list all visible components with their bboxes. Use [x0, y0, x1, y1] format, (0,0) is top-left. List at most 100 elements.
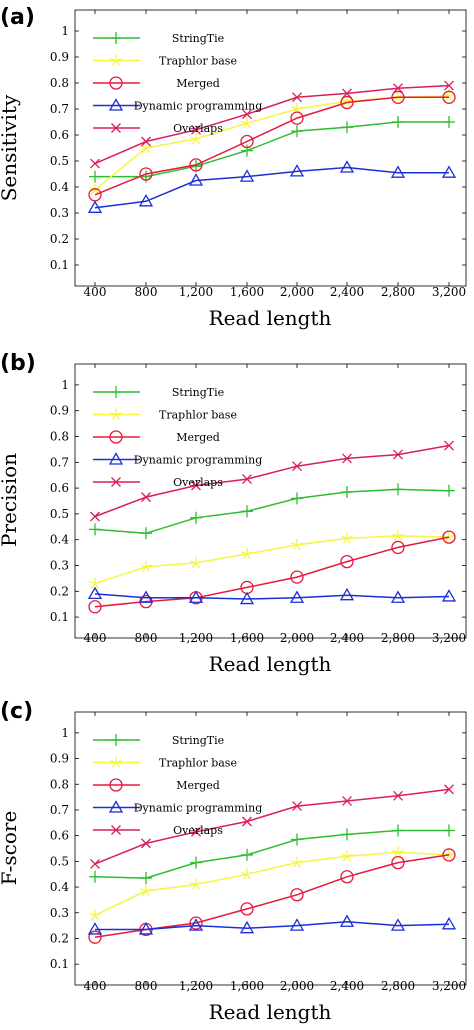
- data-point: [191, 480, 201, 491]
- data-point: [291, 538, 303, 551]
- y-tick-label: 0.6: [50, 128, 69, 142]
- legend-item: Merged: [93, 778, 220, 792]
- legend-label: StringTie: [172, 386, 224, 399]
- data-point: [141, 136, 151, 147]
- series-line: [94, 96, 449, 196]
- data-point: [241, 848, 253, 861]
- x-tick-label: 1,200: [179, 979, 213, 993]
- y-tick-label: 0.5: [50, 154, 69, 168]
- data-point: [188, 173, 204, 186]
- data-point: [189, 158, 203, 172]
- series-line: [94, 593, 450, 600]
- data-point: [341, 95, 353, 107]
- y-tick-label: 1: [61, 726, 69, 740]
- series-overlaps: [90, 80, 454, 169]
- data-point: [341, 485, 353, 498]
- x-axis-label: Read length: [209, 306, 332, 330]
- data-point: [239, 920, 255, 934]
- legend-item: Dynamic programming: [93, 98, 263, 113]
- legend-label: Traphlor base: [159, 55, 237, 68]
- data-point: [442, 530, 456, 544]
- y-tick-label: 0.6: [50, 829, 69, 843]
- data-point: [444, 440, 454, 451]
- series-traphlor-base: [89, 529, 455, 589]
- data-point: [390, 165, 406, 178]
- series-line: [95, 920, 450, 931]
- y-tick-label: 0.3: [50, 206, 69, 220]
- data-point: [139, 167, 153, 181]
- data-point: [341, 850, 353, 862]
- data-point: [290, 570, 304, 584]
- x-tick-label: 800: [135, 979, 158, 993]
- chart-panel-1: 0.1 0.2 0.3 0.4 0.5 0.6 0.7 0.8 0.9 1 400 800 1,200 1…: [0, 5, 467, 330]
- panel-label: (c): [0, 699, 33, 724]
- x-tick-label: 1,200: [179, 631, 213, 645]
- chart-panel-2: 0.1 0.2 0.3 0.4 0.5 0.6 0.7 0.8 0.9 1 400 800 1,200 1…: [0, 351, 467, 676]
- legend-label: Dynamic programming: [134, 100, 263, 113]
- legend-item: Dynamic programming: [93, 452, 263, 467]
- series-line: [94, 536, 450, 608]
- x-tick-label: 1,200: [179, 285, 213, 299]
- data-point: [291, 833, 303, 846]
- legend-label: Traphlor base: [159, 757, 237, 770]
- legend-marker: [110, 386, 122, 398]
- data-point: [443, 484, 455, 497]
- legend-marker: [111, 477, 121, 487]
- x-tick-label: 800: [135, 285, 158, 299]
- data-point: [242, 109, 252, 120]
- legend: StringTie Traphlor base Merged Dynamic prog…: [93, 32, 262, 135]
- legend-label: StringTie: [172, 32, 224, 45]
- series-overlaps: [90, 784, 454, 869]
- series-line: [94, 84, 450, 165]
- series-line: [94, 488, 450, 535]
- data-point: [239, 591, 255, 605]
- series-dynamic-programming: [87, 160, 457, 213]
- data-point: [443, 90, 455, 102]
- legend-item: StringTie: [93, 386, 224, 399]
- plot-frame: [74, 9, 467, 287]
- data-point: [443, 531, 455, 543]
- legend-label: Dynamic programming: [134, 454, 263, 467]
- series-line: [94, 851, 450, 916]
- data-point: [441, 917, 457, 930]
- data-point: [140, 170, 152, 183]
- data-point: [391, 540, 405, 555]
- data-point: [89, 909, 101, 921]
- data-point: [140, 872, 152, 885]
- data-point: [339, 587, 355, 601]
- legend-marker: [110, 756, 122, 768]
- x-tick-label: 2,000: [280, 979, 314, 993]
- data-point: [241, 144, 253, 157]
- data-point: [191, 124, 201, 135]
- data-point: [191, 826, 201, 837]
- series-merged: [88, 90, 456, 202]
- legend-item: Overlaps: [93, 476, 223, 489]
- data-point: [443, 848, 455, 861]
- data-point: [443, 824, 455, 837]
- data-point: [89, 577, 101, 589]
- data-point: [240, 134, 254, 149]
- legend-marker: [108, 452, 124, 465]
- data-point: [339, 160, 355, 173]
- data-point: [88, 930, 102, 944]
- legend-label: Merged: [176, 431, 220, 444]
- data-point: [441, 589, 457, 602]
- data-point: [291, 856, 303, 868]
- y-tick-label: 0.5: [50, 854, 69, 868]
- data-point: [339, 914, 355, 927]
- series-line: [94, 166, 449, 209]
- data-point: [140, 560, 152, 573]
- legend-label: Merged: [176, 779, 220, 792]
- data-point: [90, 158, 100, 169]
- data-point: [390, 590, 406, 603]
- data-point: [291, 492, 303, 505]
- data-point: [190, 511, 202, 524]
- y-tick-label: 0.6: [50, 481, 69, 495]
- series-stringtie: [89, 824, 455, 885]
- legend-label: Overlaps: [173, 824, 223, 837]
- x-axis-label: Read length: [209, 652, 332, 676]
- data-point: [190, 856, 202, 869]
- y-tick-label: 0.7: [50, 102, 69, 116]
